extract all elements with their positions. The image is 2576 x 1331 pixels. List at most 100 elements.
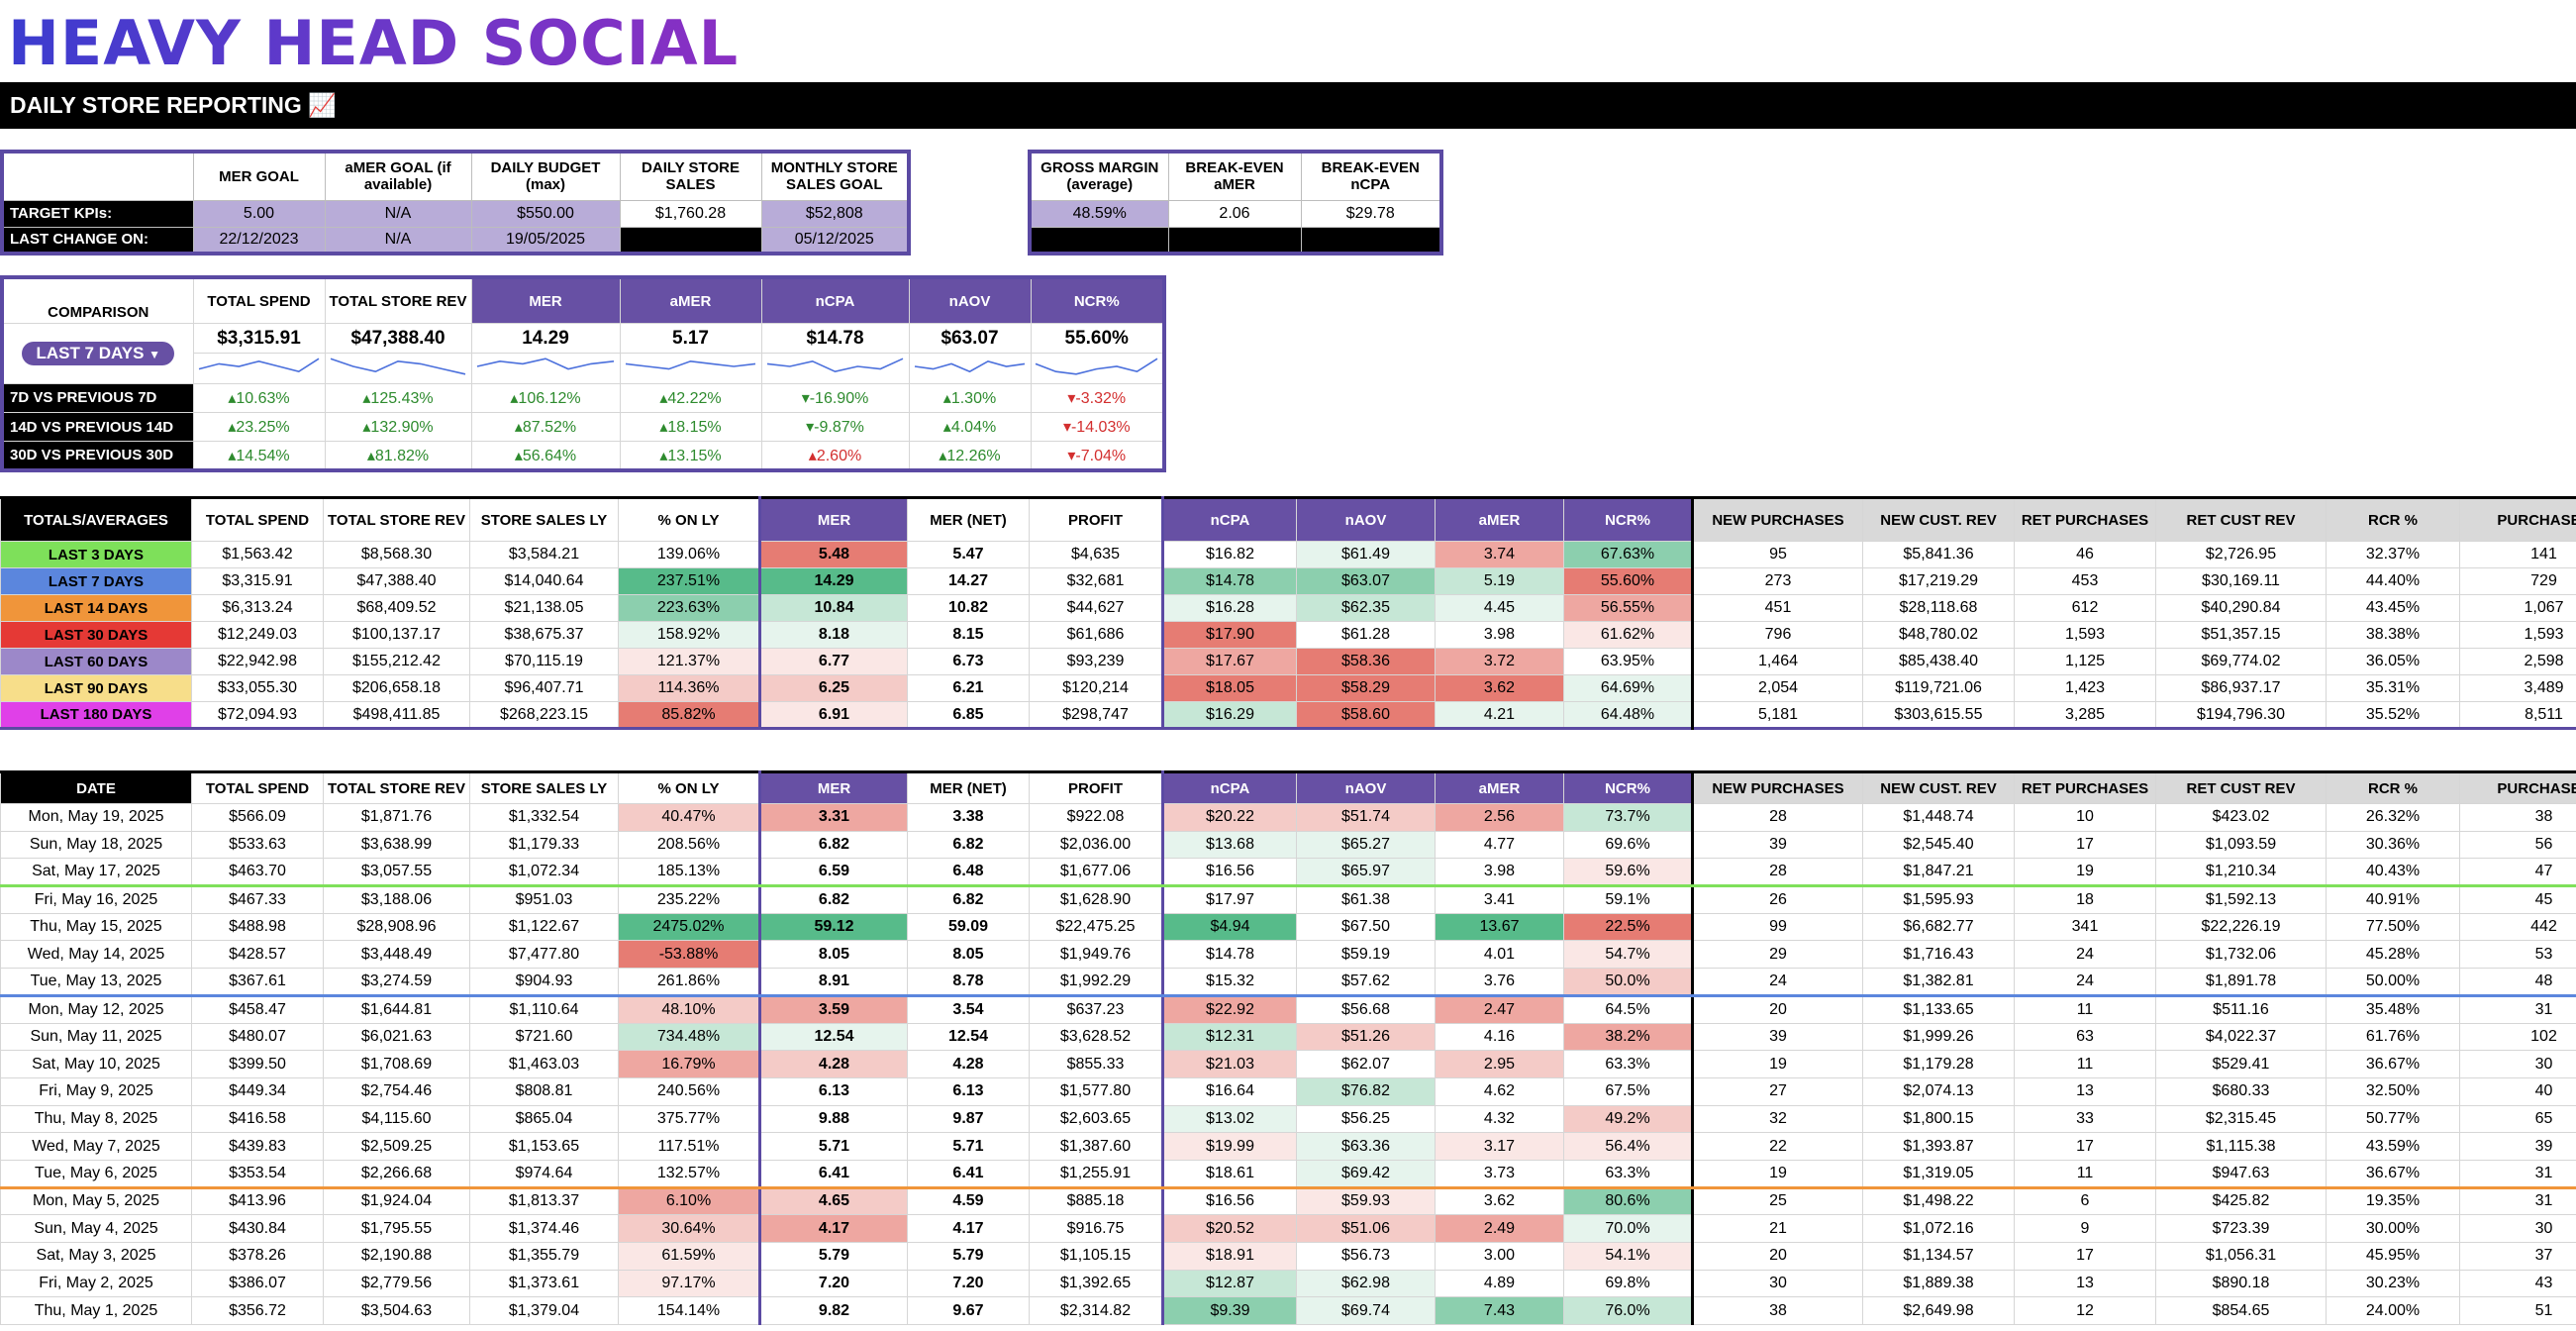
daily-cell: 208.56%: [618, 830, 760, 860]
comparison-delta: ▾-7.04%: [1030, 441, 1165, 471]
period-dropdown[interactable]: LAST 7 DAYS ▼: [22, 342, 175, 366]
daily-cell: 4.59: [907, 1186, 1030, 1216]
kpi-change-cell[interactable]: [619, 226, 762, 255]
daily-cell: $1,122.67: [469, 912, 619, 942]
daily-cell: $1,592.13: [2155, 885, 2327, 914]
totals-cell: 1,464: [1691, 648, 1863, 675]
daily-cell: 6.13: [758, 1076, 908, 1106]
margin-table: GROSS MARGIN (average) BREAK-EVEN aMER B…: [1028, 150, 1443, 256]
kpi-target-cell[interactable]: $1,760.28: [619, 199, 762, 228]
daily-cell: 59.6%: [1563, 858, 1693, 888]
totals-cell: 10.84: [758, 594, 908, 622]
totals-cell: 35.31%: [2326, 674, 2460, 702]
daily-cell: 20: [1691, 1242, 1863, 1271]
daily-cell: $18.61: [1161, 1159, 1297, 1189]
totals-cell: $51,357.15: [2155, 621, 2327, 649]
kpi-change-cell[interactable]: N/A: [324, 226, 472, 255]
daily-cell: 61.76%: [2326, 1022, 2460, 1052]
daily-cell: $439.83: [191, 1132, 324, 1161]
daily-cell: $1,595.93: [1862, 885, 2015, 914]
totals-cell: $1,563.42: [191, 541, 324, 568]
daily-cell: $904.93: [469, 968, 619, 997]
comparison-delta: ▴42.22%: [619, 382, 762, 414]
daily-cell: 3.00: [1435, 1242, 1564, 1271]
totals-cell: 36.05%: [2326, 648, 2460, 675]
kpi-target-cell[interactable]: $52,808: [760, 199, 910, 228]
kpi-change-cell[interactable]: 05/12/2025: [760, 226, 910, 255]
daily-row: Tue, May 6, 2025 $353.54 $2,266.68 $974.64 1…: [0, 1159, 2576, 1189]
cmp-header: aMER: [619, 276, 762, 325]
totals-cell: $30,169.11: [2155, 567, 2327, 595]
date-cell: Thu, May 8, 2025: [0, 1104, 192, 1134]
daily-cell: 261.86%: [618, 968, 760, 997]
daily-table: DATE TOTAL SPEND TOTAL STORE REV STORE SALE…: [0, 770, 2576, 1326]
daily-cell: $367.61: [191, 968, 324, 997]
totals-cell: $22,942.98: [191, 648, 324, 675]
totals-header: PURCHASES: [2459, 497, 2576, 542]
sparkline-cell: [908, 352, 1032, 384]
totals-cell: 5.48: [758, 541, 908, 568]
kpi-target-cell[interactable]: $550.00: [470, 199, 621, 228]
daily-cell: $20.22: [1161, 803, 1297, 832]
daily-header: TOTAL STORE REV: [323, 771, 470, 804]
daily-cell: $51.06: [1296, 1214, 1436, 1243]
totals-cell: $16.82: [1161, 541, 1297, 568]
comparison-delta: ▴125.43%: [324, 382, 472, 414]
comparison-delta: ▴13.15%: [619, 441, 762, 471]
daily-cell: 97.17%: [618, 1269, 760, 1298]
daily-cell: 36.67%: [2326, 1050, 2460, 1078]
totals-cell: $69,774.02: [2155, 648, 2327, 675]
daily-cell: 22: [1691, 1132, 1863, 1161]
daily-cell: 235.22%: [618, 885, 760, 914]
comparison-delta: ▴87.52%: [470, 412, 621, 443]
comparison-delta: ▴106.12%: [470, 382, 621, 414]
totals-cell: 453: [2014, 567, 2156, 595]
totals-cell: 6.77: [758, 648, 908, 675]
totals-cell: $268,223.15: [469, 701, 619, 729]
daily-cell: $3,504.63: [323, 1296, 470, 1326]
daily-row: Fri, May 9, 2025 $449.34 $2,754.46 $808.81 2…: [0, 1076, 2576, 1106]
daily-cell: 4.32: [1435, 1104, 1564, 1134]
daily-cell: $17.97: [1161, 885, 1297, 914]
daily-cell: $488.98: [191, 912, 324, 942]
daily-cell: 32.50%: [2326, 1076, 2460, 1106]
kpi-change-cell[interactable]: 22/12/2023: [192, 226, 326, 255]
daily-cell: 35.48%: [2326, 994, 2460, 1024]
daily-cell: $13.02: [1161, 1104, 1297, 1134]
daily-cell: 4.17: [907, 1214, 1030, 1243]
kpi-change-cell[interactable]: 19/05/2025: [470, 226, 621, 255]
daily-cell: $51.26: [1296, 1022, 1436, 1052]
daily-cell: $423.02: [2155, 803, 2327, 832]
daily-cell: $51.74: [1296, 803, 1436, 832]
sparkline-path: [914, 359, 1026, 372]
cmp-header: TOTAL STORE REV: [324, 276, 472, 325]
kpi-target-cell[interactable]: 5.00: [192, 199, 326, 228]
daily-cell: 4.62: [1435, 1076, 1564, 1106]
totals-cell: 612: [2014, 594, 2156, 622]
gross-margin-value[interactable]: 48.59%: [1029, 199, 1169, 228]
daily-cell: 18: [2014, 885, 2156, 914]
daily-cell: $67.50: [1296, 912, 1436, 942]
comparison-delta: ▾-9.87%: [760, 412, 910, 443]
totals-cell: 6.91: [758, 701, 908, 729]
daily-cell: $1,577.80: [1029, 1076, 1163, 1106]
daily-cell: 63: [2014, 1022, 2156, 1052]
kpi-target-cell[interactable]: N/A: [324, 199, 472, 228]
totals-cell: $58.36: [1296, 648, 1436, 675]
margin-header: BREAK-EVEN nCPA: [1300, 151, 1442, 201]
daily-cell: 24: [2014, 968, 2156, 997]
totals-cell: 5.47: [907, 541, 1030, 568]
date-cell: Fri, May 16, 2025: [0, 885, 192, 914]
daily-cell: $1,179.33: [469, 830, 619, 860]
totals-row: LAST 3 DAYS $1,563.42 $8,568.30 $3,584.21 13…: [0, 541, 2576, 568]
daily-cell: 22.5%: [1563, 912, 1693, 942]
sparkline-path: [198, 358, 320, 372]
daily-cell: 7.20: [758, 1269, 908, 1298]
sparkline-path: [330, 358, 466, 375]
totals-cell: 6.21: [907, 674, 1030, 702]
daily-cell: $1,332.54: [469, 803, 619, 832]
totals-header: NEW CUST. REV: [1862, 497, 2015, 542]
daily-cell: 3.31: [758, 803, 908, 832]
totals-cell: $33,055.30: [191, 674, 324, 702]
daily-cell: 45.95%: [2326, 1242, 2460, 1271]
